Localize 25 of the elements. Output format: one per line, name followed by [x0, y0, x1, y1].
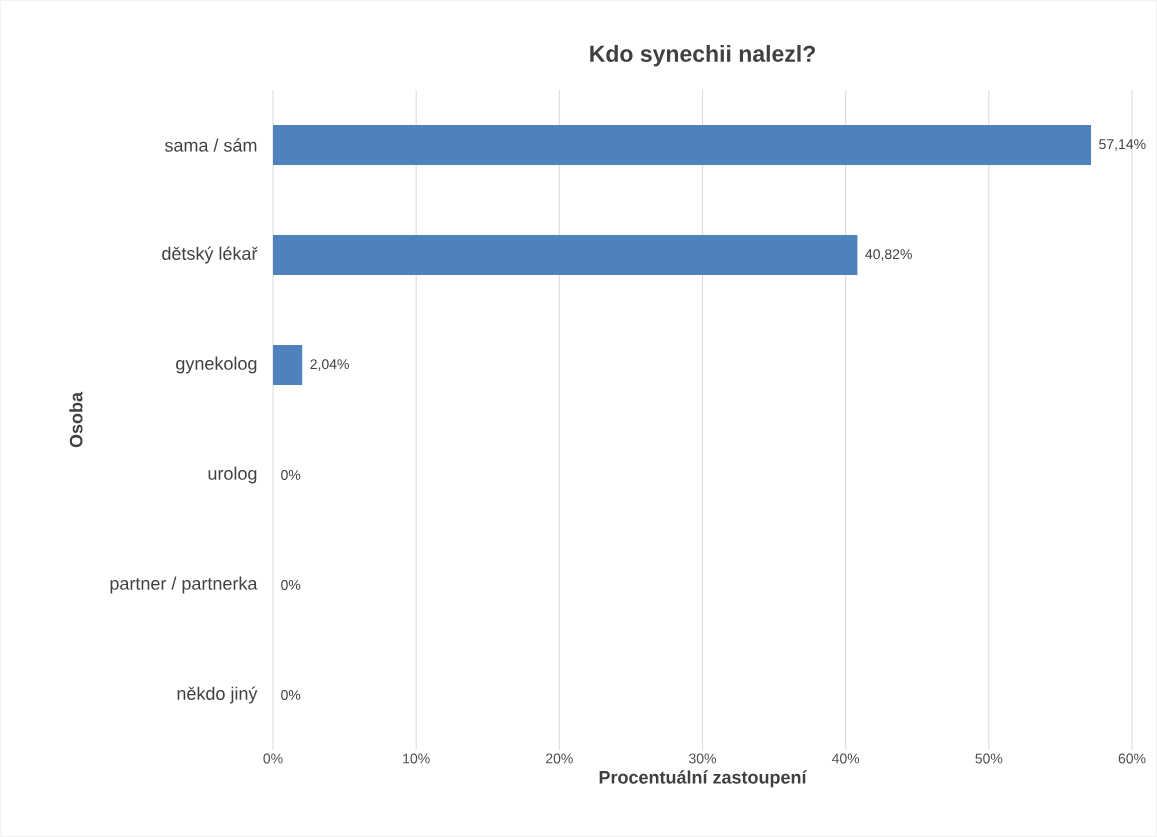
y-tick-label: partner / partnerka: [110, 576, 258, 594]
bar: [273, 125, 1092, 165]
y-tick-label: urolog: [208, 466, 257, 484]
chart-title: Kdo synechii nalezl?: [590, 45, 815, 67]
x-axis-title: Procentuální zastoupení: [599, 770, 807, 788]
data-label: 0%: [281, 470, 301, 480]
x-tick-label: 50%: [975, 753, 1003, 764]
x-tick-label: 30%: [689, 753, 717, 764]
x-tick-label: 40%: [831, 753, 860, 764]
y-tick-label: někdo jiný: [177, 686, 258, 704]
data-label: 40,82%: [865, 249, 912, 261]
x-tick-label: 10%: [403, 753, 430, 764]
bar: [273, 345, 303, 385]
x-tick-label: 20%: [546, 753, 573, 764]
bar: [273, 235, 858, 275]
data-label: 2,04%: [310, 359, 349, 371]
data-label: 0%: [281, 580, 301, 590]
y-tick-label: sama / sám: [164, 138, 257, 152]
y-tick-label: gynekolog: [176, 356, 257, 374]
x-tick-label: 0%: [263, 753, 283, 764]
data-label: 0%: [281, 690, 301, 700]
data-label: 57,14%: [1099, 139, 1146, 151]
y-tick-label: dětský lékař: [162, 246, 258, 264]
x-tick-label: 60%: [1118, 753, 1146, 764]
y-axis-title: Osoba: [69, 391, 83, 448]
